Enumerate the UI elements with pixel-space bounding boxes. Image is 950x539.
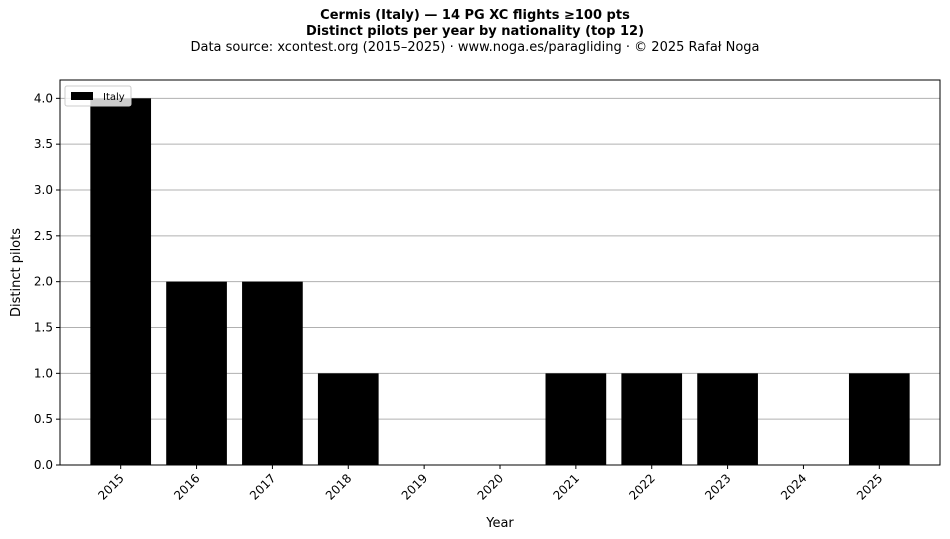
y-tick-label: 2.0 [34,275,53,289]
y-tick-label: 0.5 [34,412,53,426]
bar-2021 [545,373,607,465]
bar-2015 [90,98,152,465]
legend-label-italy: Italy [103,92,125,103]
bars [90,98,910,465]
x-tick-label: 2022 [626,471,657,502]
y-tick-label: 0.0 [34,458,53,472]
x-tick-label: 2020 [475,471,506,502]
y-axis: 0.0 0.5 1.0 1.5 2.0 2.5 3.0 3.5 4.0 [34,91,60,472]
bar-2018 [317,373,379,465]
bar-2025 [848,373,910,465]
x-tick-label: 2021 [550,471,581,502]
x-tick-label: 2016 [171,471,202,502]
x-tick-label: 2023 [702,471,733,502]
x-axis: 2015 2016 2017 2018 2019 2020 2021 2022 2023 2024… [95,465,885,503]
bar-2022 [621,373,683,465]
chart-titles: Cermis (Italy) — 14 PG XC flights ≥100 p… [0,8,950,56]
legend: Italy [64,85,132,107]
legend-swatch-italy [71,92,93,100]
x-axis-label: Year [485,516,514,531]
y-tick-label: 1.5 [34,321,53,335]
chart-source: Data source: xcontest.org (2015–2025) · … [190,40,760,55]
y-tick-label: 2.5 [34,229,53,243]
x-tick-label: 2017 [247,471,278,502]
bar-2016 [166,281,227,465]
y-tick-label: 3.0 [34,183,53,197]
x-tick-label: 2015 [95,471,126,502]
y-axis-label: Distinct pilots [9,228,24,317]
legend-box [64,85,132,107]
y-tick-label: 3.5 [34,137,53,151]
chart-subtitle: Distinct pilots per year by nationality … [305,24,645,39]
x-tick-label: 2018 [323,471,354,502]
y-tick-label: 1.0 [34,366,53,380]
bar-2017 [242,281,303,465]
x-tick-label: 2025 [854,471,885,502]
y-tick-label: 4.0 [34,91,53,105]
x-tick-label: 2024 [778,471,809,502]
bar-2023 [697,373,758,465]
chart-title: Cermis (Italy) — 14 PG XC flights ≥100 p… [320,8,630,23]
x-tick-label: 2019 [399,471,430,502]
